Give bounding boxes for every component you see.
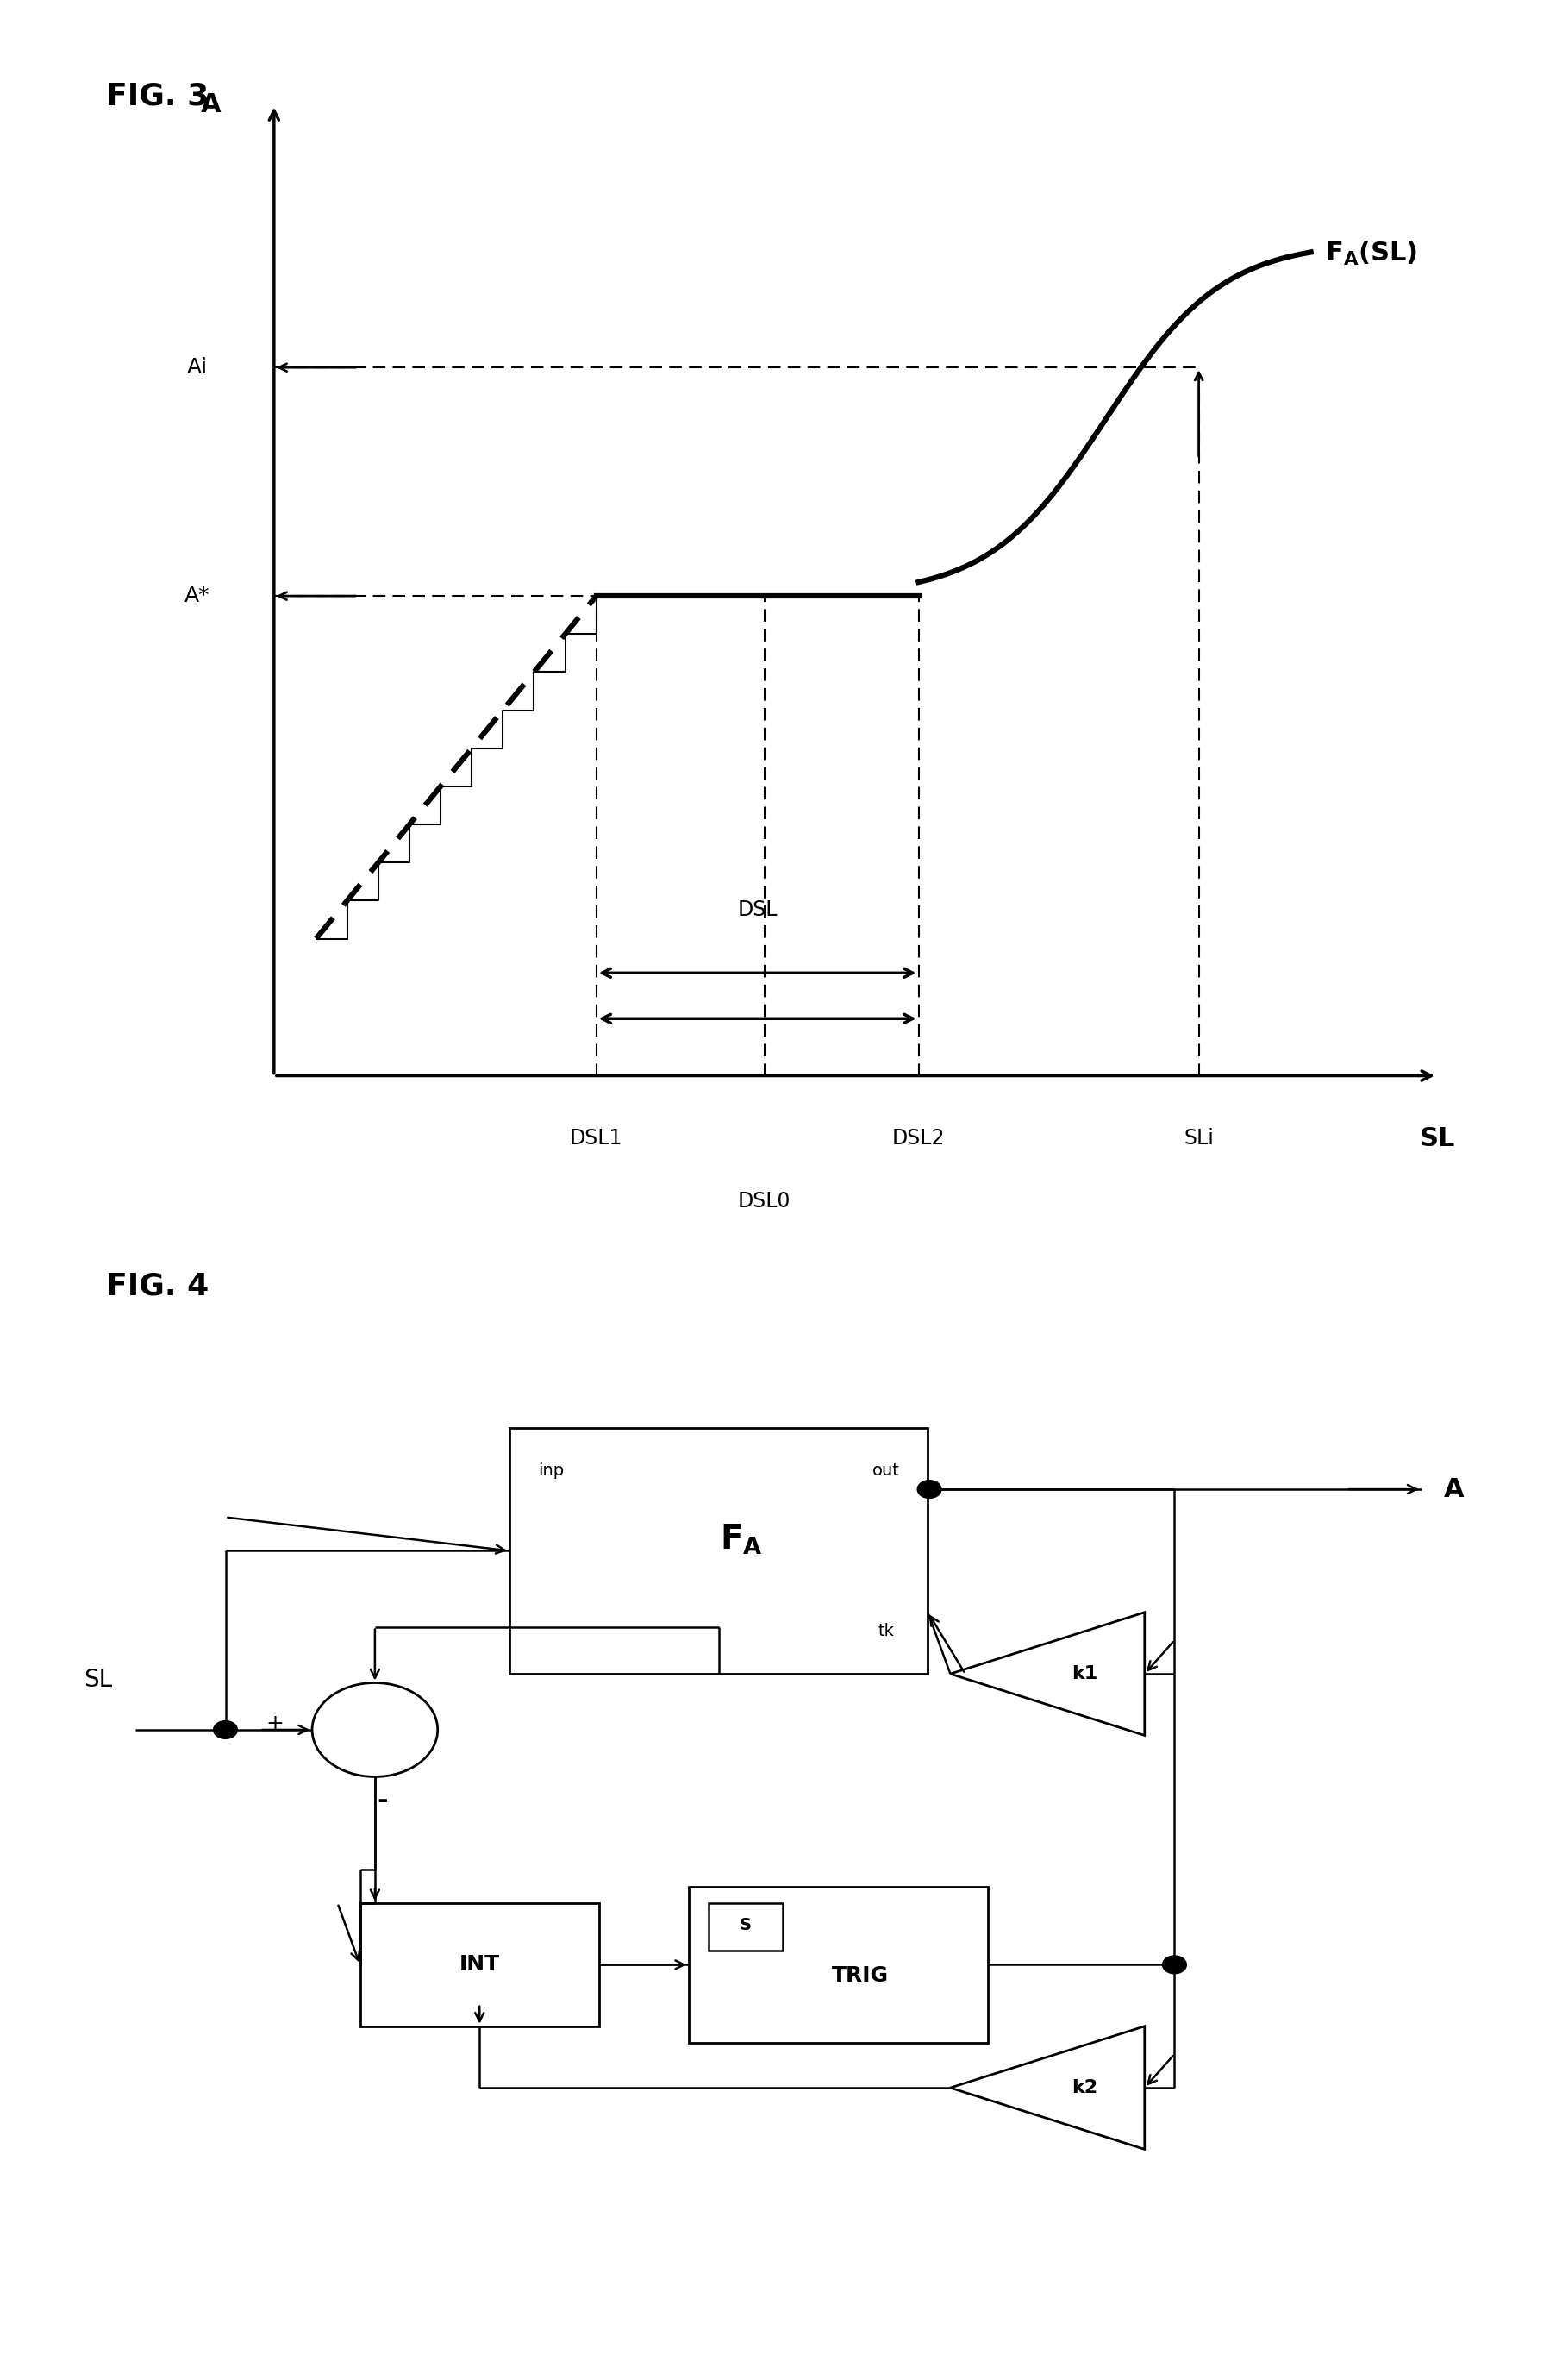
Text: k2: k2 (1071, 2080, 1097, 2097)
Text: DSL0: DSL0 (738, 1190, 790, 1211)
Text: DSL2: DSL2 (892, 1128, 944, 1150)
Text: Ai: Ai (187, 357, 207, 378)
Text: TRIG: TRIG (831, 1966, 888, 1987)
Text: SL: SL (84, 1668, 112, 1692)
Text: inp: inp (538, 1461, 563, 1478)
Text: INT: INT (459, 1954, 499, 1975)
Bar (688, 1887, 987, 2042)
Text: +: + (266, 1714, 283, 1735)
Text: -: - (377, 1790, 387, 1814)
Text: SLi: SLi (1183, 1128, 1214, 1150)
Bar (359, 1904, 599, 2025)
Text: A: A (201, 93, 221, 117)
Bar (509, 1428, 927, 1673)
Text: FIG. 3: FIG. 3 (106, 81, 209, 112)
Circle shape (213, 1721, 237, 1740)
Text: S: S (739, 1918, 752, 1933)
Text: $\mathbf{F_A(SL)}$: $\mathbf{F_A(SL)}$ (1324, 240, 1416, 267)
Text: tk: tk (878, 1623, 893, 1640)
Text: SL: SL (1419, 1126, 1453, 1152)
Text: k1: k1 (1071, 1666, 1097, 1683)
Text: FIG. 4: FIG. 4 (106, 1271, 209, 1299)
Text: DSL: DSL (738, 900, 776, 921)
Circle shape (916, 1480, 941, 1499)
Circle shape (1162, 1956, 1186, 1973)
Text: A: A (1442, 1476, 1463, 1502)
Text: A*: A* (184, 585, 210, 607)
Text: DSL1: DSL1 (569, 1128, 622, 1150)
Text: out: out (871, 1461, 899, 1478)
Text: $\mathbf{F_A}$: $\mathbf{F_A}$ (719, 1523, 762, 1557)
Bar (708, 1904, 783, 1949)
